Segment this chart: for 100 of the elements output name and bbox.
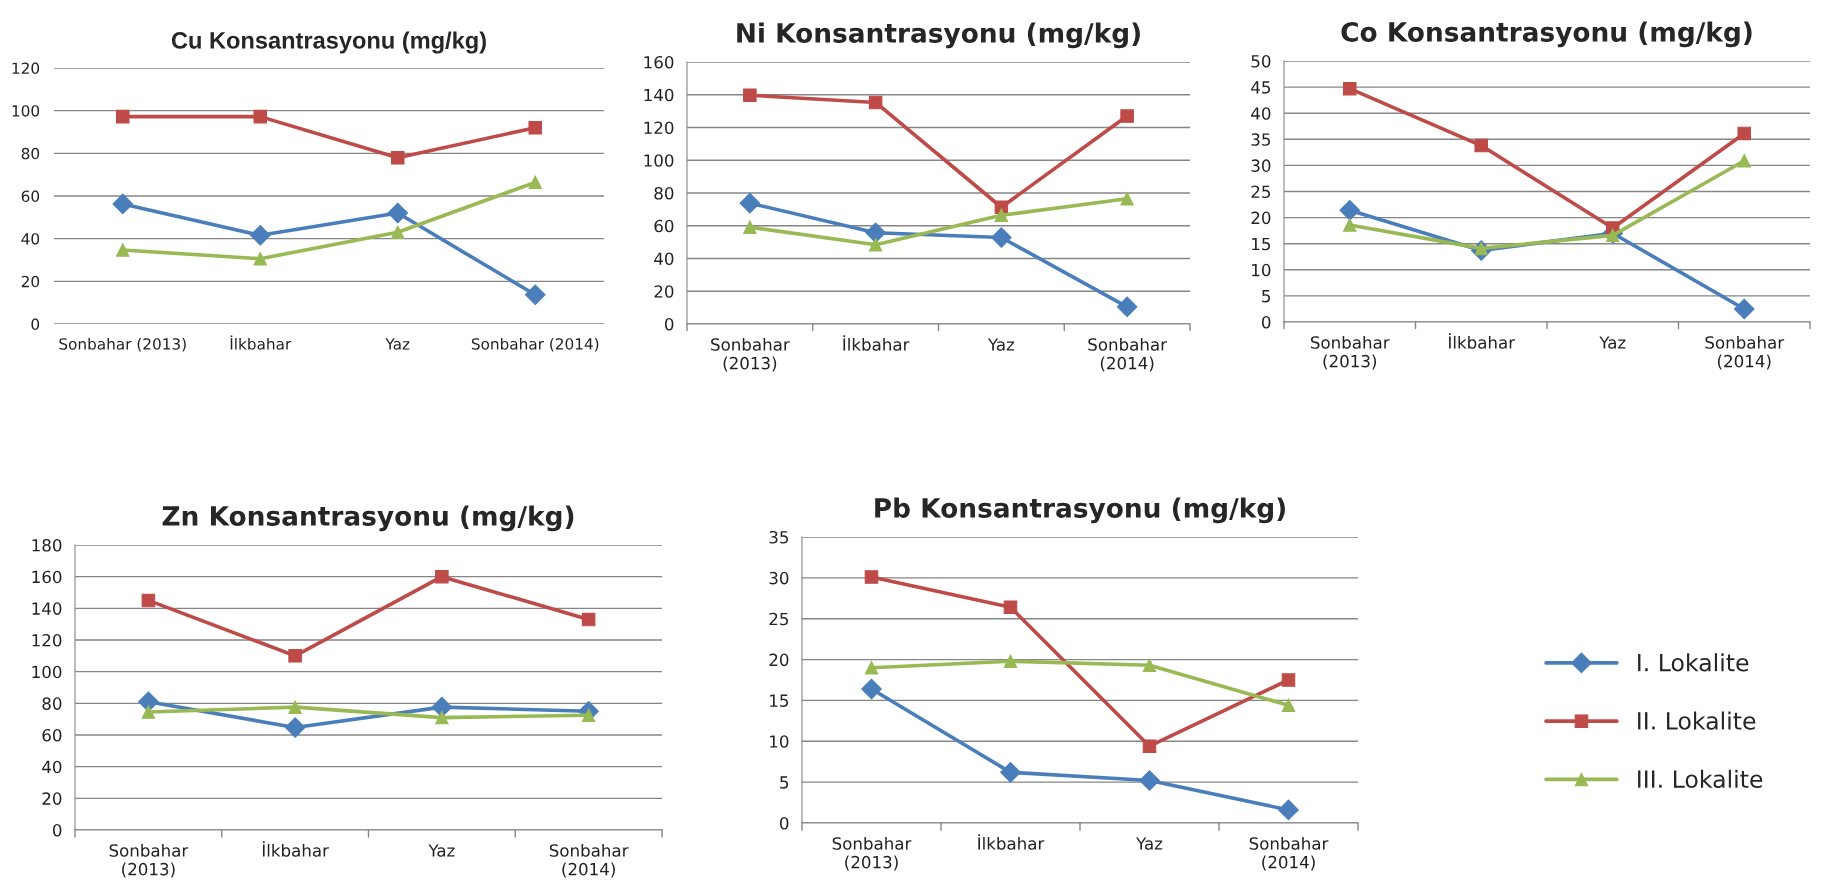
y-tick-label: 25 xyxy=(769,612,789,626)
point xyxy=(1733,298,1755,320)
chart-title: Zn Konsantrasyonu (mg/kg) xyxy=(162,505,574,532)
x-tick-label: Yaz xyxy=(428,844,455,857)
point xyxy=(861,678,882,700)
y-tick-label: 0 xyxy=(52,823,62,837)
point xyxy=(1281,698,1296,713)
y-tick-label: 35 xyxy=(1251,133,1271,146)
x-tick-label: Yaz xyxy=(1136,837,1163,850)
point xyxy=(994,208,1009,223)
y-tick-label: 20 xyxy=(21,275,40,288)
point xyxy=(1000,762,1021,783)
y-tick-label: 5 xyxy=(1262,290,1271,303)
point xyxy=(1737,153,1752,168)
y-tick-label: 10 xyxy=(1252,263,1271,277)
y-tick-label: 0 xyxy=(664,317,674,331)
x-tick-label: Sonbahar (2014) xyxy=(1088,337,1167,372)
y-tick-label: 5 xyxy=(780,776,789,789)
y-tick-label: 15 xyxy=(770,694,789,707)
point xyxy=(528,175,543,190)
point xyxy=(288,649,302,663)
point xyxy=(865,222,886,244)
y-tick-label: 40 xyxy=(1251,107,1271,120)
y-tick-label: 80 xyxy=(42,697,62,710)
x-tick-label: İlkbahar xyxy=(1449,333,1516,349)
x-tick-label: Sonbahar (2014) xyxy=(1249,836,1329,871)
point xyxy=(1120,109,1134,123)
point xyxy=(1342,81,1357,96)
point xyxy=(1474,138,1489,153)
point xyxy=(739,192,761,214)
y-tick-label: 30 xyxy=(1251,159,1271,172)
y-tick-label: 20 xyxy=(42,792,62,805)
point xyxy=(868,95,883,110)
point xyxy=(1120,191,1134,206)
y-tick-label: 120 xyxy=(32,633,62,647)
chart-title: Co Konsantrasyonu (mg/kg) xyxy=(1341,21,1752,48)
y-tick-label: 10 xyxy=(770,735,789,748)
point xyxy=(1142,739,1157,753)
y-tick-label: 60 xyxy=(654,219,674,233)
point xyxy=(1003,600,1018,615)
point xyxy=(1605,228,1620,243)
point xyxy=(1339,199,1361,221)
y-tick-label: 120 xyxy=(644,121,674,135)
point xyxy=(141,705,156,719)
point xyxy=(524,284,546,306)
point xyxy=(390,225,405,240)
y-tick-label: 45 xyxy=(1251,81,1271,94)
y-tick-label: 140 xyxy=(32,602,62,615)
point xyxy=(431,696,453,718)
point xyxy=(1737,126,1752,141)
point xyxy=(1278,799,1299,821)
y-tick-label: 20 xyxy=(654,285,674,298)
y-tick-label: 140 xyxy=(644,88,674,102)
y-tick-label: 20 xyxy=(769,653,789,667)
point xyxy=(1116,296,1138,318)
x-tick-label: Yaz xyxy=(385,338,410,350)
y-tick-label: 40 xyxy=(21,233,40,245)
x-tick-label: Sonbahar (2014) xyxy=(471,337,599,352)
point xyxy=(288,700,302,714)
x-tick-label: Sonbahar (2013) xyxy=(711,337,790,372)
y-tick-label: 20 xyxy=(1251,211,1271,225)
point xyxy=(864,570,879,584)
x-tick-label: Sonbahar (2013) xyxy=(59,337,186,352)
point xyxy=(253,109,268,124)
point xyxy=(864,660,879,675)
point xyxy=(284,717,306,738)
point xyxy=(1139,770,1160,791)
y-tick-label: 35 xyxy=(769,530,789,544)
chart-title: Pb Konsantrasyonu (mg/kg) xyxy=(875,497,1285,524)
point xyxy=(1342,218,1357,232)
y-tick-label: 25 xyxy=(1251,185,1271,199)
y-tick-label: 160 xyxy=(644,55,674,69)
x-tick-label: İlkbahar xyxy=(230,335,292,350)
point xyxy=(743,220,757,234)
x-tick-label: Sonbahar (2013) xyxy=(832,836,912,871)
x-tick-label: Yaz xyxy=(987,338,1015,351)
x-tick-label: İlkbahar xyxy=(262,841,329,857)
y-tick-label: 40 xyxy=(654,252,674,266)
x-tick-label: Sonbahar (2013) xyxy=(109,843,189,878)
y-tick-label: 50 xyxy=(1251,54,1271,68)
point xyxy=(141,593,156,608)
y-tick-label: 40 xyxy=(42,760,62,774)
y-tick-label: 120 xyxy=(12,62,40,75)
point xyxy=(991,227,1012,248)
legend-label: I. Lokalite xyxy=(1638,653,1749,672)
chart-title: Cu Konsantrasyonu (mg/kg) xyxy=(171,31,486,54)
point xyxy=(1142,658,1157,673)
x-tick-label: Sonbahar (2014) xyxy=(1705,335,1785,370)
x-tick-label: İlkbahar xyxy=(978,834,1045,850)
x-tick-label: Sonbahar (2013) xyxy=(1310,335,1390,370)
point xyxy=(390,151,405,165)
point xyxy=(115,243,130,257)
y-tick-label: 100 xyxy=(32,665,62,679)
y-tick-label: 100 xyxy=(12,105,40,117)
y-tick-label: 0 xyxy=(31,318,40,331)
point xyxy=(112,193,134,215)
legend-label: II. Lokalite xyxy=(1638,711,1756,730)
point xyxy=(115,109,130,124)
y-tick-label: 30 xyxy=(769,571,789,585)
y-tick-label: 80 xyxy=(21,147,40,160)
